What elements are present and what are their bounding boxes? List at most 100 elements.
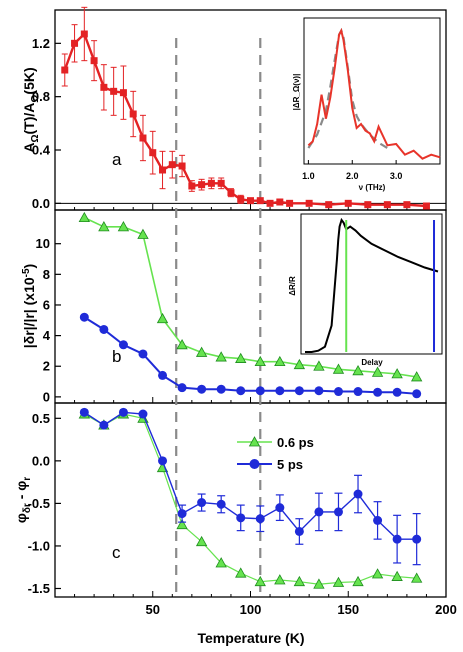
panel-a-point-6 [119,89,127,97]
panel-c-series-5ps-point-11 [294,526,304,536]
inset-a-xtick-label-2: 3.0 [390,171,403,181]
panel-c-series-5ps-point-17 [412,534,422,544]
panel-c-series-5ps-point-2 [118,407,128,417]
panel-a-point-26 [344,199,352,207]
panel-b-ytick-label-5: 10 [36,236,50,251]
panel-c-series-5ps-point-14 [353,489,363,499]
panel-a-point-30 [422,202,430,210]
panel-c-series-5ps-point-15 [373,515,383,525]
panel-b-ytick-label-1: 2 [43,359,50,374]
panel-c-xtick-label-1: 100 [240,602,262,617]
panel-c-series-0-6ps-point-12 [313,578,325,589]
panel-b-series-5ps-point-15 [373,387,383,397]
panel-b-series-0-6ps-point-12 [313,360,325,371]
panel-a-ylabel: AΩ(T)/AΩ(5K) [21,67,41,152]
panel-b-series-5ps-point-9 [255,386,265,396]
panel-a-point-27 [364,201,372,209]
panel-b-series-0-6ps-point-1 [98,221,110,232]
inset-a-ylabel: |ΔR_Ω(ν)| [292,74,301,111]
panel-b-series-5ps-point-3 [138,349,148,359]
inset-a-xlabel: ν (THz) [359,183,386,192]
legend-label-0-6ps: 0.6 ps [277,435,314,450]
panel-a-point-4 [100,83,108,91]
panel-c-series-5ps-point-12 [314,507,324,517]
inset-b-frame [300,213,443,355]
panel-a-point-20 [256,197,264,205]
panel-b-series-0-6ps-point-8 [235,352,247,363]
panel-c-xtick-label-3: 200 [435,602,457,617]
panel-a-point-12 [178,162,186,170]
panel-a-point-9 [149,149,157,157]
panel-b-series-5ps-point-5 [177,383,187,393]
panel-a-point-5 [110,87,118,95]
panel-a-ytick-label-0: 0.0 [32,196,50,211]
panel-a-point-25 [325,201,333,209]
panel-c-ytick-label-4: 0.5 [32,411,50,426]
panel-b-series-0-6ps-point-16 [391,368,403,379]
panel-c-xtick-label-2: 150 [337,602,359,617]
panel-c-xtick-label-0: 50 [146,602,160,617]
panel-a-point-7 [129,110,137,118]
panel-b-series-0-6ps-point-0 [78,211,91,223]
inset-a-data-line [307,27,441,160]
panel-b-series-5ps-point-14 [353,387,363,397]
panel-c-series-5ps-point-8 [236,513,246,523]
panel-b-series-5ps-point-12 [314,386,324,396]
panel-c-series-5ps-point-16 [392,534,402,544]
inset-a-xtick-label-1: 2.0 [346,171,359,181]
panel-a-point-10 [159,166,167,174]
panel-c-series-0-6ps-point-5 [176,518,188,530]
inset-a-plot: 1.0 2.0 3.0 [302,27,441,181]
panel-c-series-0-6ps-point-15 [371,568,384,579]
panel-b-series-0-6ps-point-7 [215,351,227,362]
panel-a-point-13 [188,182,196,190]
panel-a-point-29 [403,201,411,209]
panel-c-series-5ps-point-9 [255,514,265,524]
panel-a-point-19 [247,197,254,205]
panel-a-point-18 [237,195,245,203]
legend-marker-5ps [249,459,260,469]
panel-c-ytick-label-3: 0.0 [32,453,50,468]
panel-a-ytick-label-1: 0.4 [32,143,51,158]
panel-a-point-2 [80,30,88,38]
panel-b-letter: b [112,347,121,366]
panel-a-point-28 [383,201,391,209]
panel-c-series-5ps-point-6 [197,498,207,508]
panel-a-ytick-label-3: 1.2 [32,36,50,51]
panel-b-series-5ps-point-11 [294,386,304,396]
panel-a-point-0 [61,66,69,74]
panel-c-ylabel: φδr - φr [13,477,33,523]
panel-c-series-0-6ps-point-14 [352,575,364,587]
panel-c-series-0-6ps-point-7 [215,557,227,568]
panel-b-ytick-label-4: 8 [43,267,50,282]
inset-b-xlabel: Delay [361,358,383,367]
panel-a-point-23 [286,199,294,207]
panel-b-series-5ps-point-17 [412,389,422,399]
panel-c-series-0-6ps-point-11 [293,575,306,587]
panel-c-series-5ps-point-4 [158,456,168,466]
panel-a-point-21 [266,199,274,207]
panel-b-series-0-6ps-point-17 [410,371,423,382]
panel-b-series-0-6ps-point-6 [195,346,208,357]
panel-b-series-0-6ps-point-10 [274,355,286,367]
panel-c-ytick-label-0: -1.5 [28,581,50,596]
panel-b-series-0-6ps-point-13 [332,363,345,374]
panel-a-point-14 [198,181,206,189]
panel-b-series-0-6ps-point-2 [117,221,130,232]
panel-c-series-5ps-point-7 [216,499,226,509]
panel-b-ytick-label-2: 4 [43,328,51,343]
legend-label-5ps: 5 ps [277,457,303,472]
panel-b-series-0-6ps-point-5 [176,338,188,350]
panel-b-ytick-label-3: 6 [43,297,50,312]
panel-b-series-0-6ps-point-3 [137,228,149,239]
transition-temperature-lines [175,38,262,597]
panel-a-point-8 [139,134,147,142]
legend-marker-0-6ps [248,436,261,447]
panel-a-plot: 0.0 0.4 0.8 1.2 [32,6,446,211]
panel-c-series-0-6ps-point-6 [195,535,208,547]
panel-b-series-5ps-point-2 [118,340,128,350]
panel-a-point-16 [217,179,225,187]
panel-a-point-15 [207,179,215,187]
panel-b-series-5ps-point-7 [216,384,226,394]
panel-b-series-5ps-point-8 [236,386,246,396]
